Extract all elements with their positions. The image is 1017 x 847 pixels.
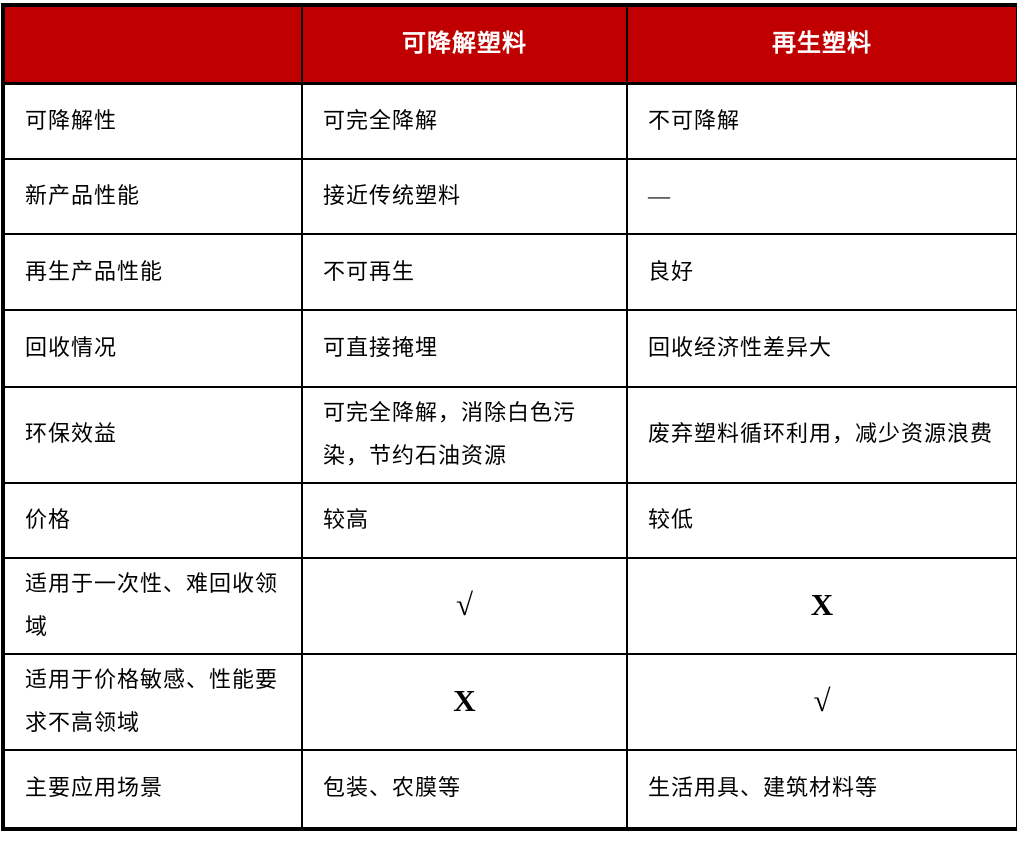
table-row: 再生产品性能 不可再生 良好 xyxy=(2,233,1017,311)
degradable-cell: 不可再生 xyxy=(301,233,628,311)
row-label-cell: 价格 xyxy=(2,481,303,559)
table-row: 价格 较高 较低 xyxy=(2,481,1017,559)
degradable-cell: 接近传统塑料 xyxy=(301,158,628,235)
recycled-cell: 不可降解 xyxy=(626,82,1017,160)
recycled-cell: 废弃塑料循环利用，减少资源浪费 xyxy=(626,386,1017,484)
degradable-cell: 可完全降解 xyxy=(301,82,628,160)
recycled-cell: — xyxy=(626,158,1017,235)
table-row: 可降解性 可完全降解 不可降解 xyxy=(2,82,1017,160)
table-header-row: 可降解塑料 再生塑料 xyxy=(2,4,1017,85)
header-degradable-cell: 可降解塑料 xyxy=(301,4,628,85)
row-label-cell: 回收情况 xyxy=(2,309,303,388)
degradable-cell: 可完全降解，消除白色污染，节约石油资源 xyxy=(301,386,628,484)
cross-mark-cell: X xyxy=(301,652,628,751)
table-row: 适用于一次性、难回收领域 √ X xyxy=(2,556,1017,655)
row-label-cell: 环保效益 xyxy=(2,386,303,484)
table-row: 适用于价格敏感、性能要求不高领域 X √ xyxy=(2,652,1017,751)
comparison-table: 可降解塑料 再生塑料 可降解性 可完全降解 不可降解 新产品性能 接近传统塑料 … xyxy=(1,3,1017,831)
header-recycled-cell: 再生塑料 xyxy=(626,4,1017,85)
table-row: 新产品性能 接近传统塑料 — xyxy=(2,158,1017,235)
header-empty-cell xyxy=(2,4,303,85)
degradable-cell: 较高 xyxy=(301,481,628,559)
table-row: 回收情况 可直接掩埋 回收经济性差异大 xyxy=(2,309,1017,388)
degradable-cell: 可直接掩埋 xyxy=(301,309,628,388)
table-row: 环保效益 可完全降解，消除白色污染，节约石油资源 废弃塑料循环利用，减少资源浪费 xyxy=(2,386,1017,484)
cross-mark-cell: X xyxy=(626,556,1017,655)
recycled-cell: 较低 xyxy=(626,481,1017,559)
row-label-cell: 可降解性 xyxy=(2,82,303,160)
recycled-cell: 回收经济性差异大 xyxy=(626,309,1017,388)
check-mark-cell: √ xyxy=(301,556,628,655)
check-mark-cell: √ xyxy=(626,652,1017,751)
row-label-cell: 适用于价格敏感、性能要求不高领域 xyxy=(2,652,303,751)
recycled-cell: 生活用具、建筑材料等 xyxy=(626,748,1017,830)
recycled-cell: 良好 xyxy=(626,233,1017,311)
row-label-cell: 新产品性能 xyxy=(2,158,303,235)
degradable-cell: 包装、农膜等 xyxy=(301,748,628,830)
table-row: 主要应用场景 包装、农膜等 生活用具、建筑材料等 xyxy=(2,748,1017,830)
row-label-cell: 适用于一次性、难回收领域 xyxy=(2,556,303,655)
row-label-cell: 再生产品性能 xyxy=(2,233,303,311)
row-label-cell: 主要应用场景 xyxy=(2,748,303,830)
